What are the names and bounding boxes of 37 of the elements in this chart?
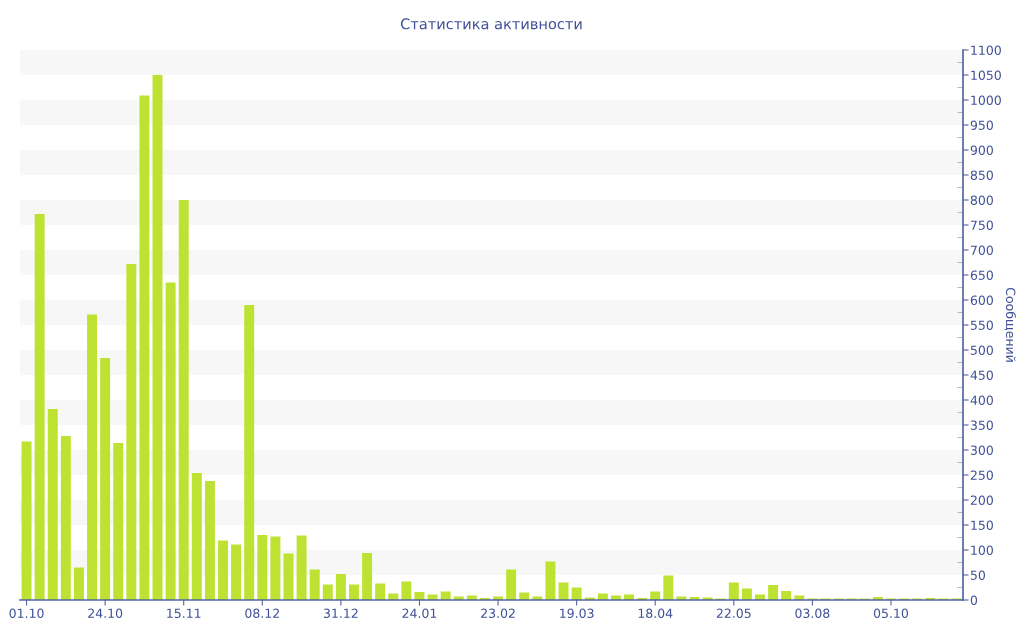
x-tick-label: 03.08 [795, 608, 830, 619]
y-tick-label: 200 [970, 495, 993, 505]
x-tick-label: 31.12 [323, 608, 358, 619]
y-tick-label: 450 [970, 370, 993, 380]
x-tick-label: 24.10 [88, 608, 123, 619]
y-tick-label: 0 [970, 595, 978, 605]
chart-title: Статистика активности [400, 18, 582, 30]
y-tick-label: 950 [970, 120, 993, 130]
y-tick-label: 500 [970, 345, 993, 355]
x-tick-label: 22.05 [716, 608, 751, 619]
y-tick-label: 50 [970, 570, 986, 580]
y-tick-label: 600 [970, 295, 993, 305]
y-tick-label: 300 [970, 445, 993, 455]
x-tick-label: 19.03 [560, 608, 594, 619]
x-tick-label: 01.10 [9, 608, 44, 619]
x-tick-label: 08.12 [245, 608, 279, 619]
y-tick-label: 1100 [971, 45, 1001, 55]
y-tick-label: 700 [970, 245, 993, 255]
y-tick-label: 650 [970, 270, 993, 280]
y-tick-label: 350 [970, 420, 993, 430]
y-tick-label: 750 [970, 220, 993, 230]
y-tick-label: 100 [971, 545, 993, 555]
y-tick-label: 800 [970, 195, 993, 205]
x-tick-label: 23.02 [481, 608, 515, 619]
y-axis-title: Сообщений [1004, 287, 1016, 362]
x-tick-label: 18.04 [638, 608, 673, 619]
x-tick-label: 24.01 [402, 608, 437, 619]
x-tick-label: 15.11 [167, 608, 201, 619]
x-tick-label: 05.10 [873, 608, 909, 619]
y-tick-label: 900 [970, 145, 993, 155]
y-tick-label: 400 [970, 395, 993, 405]
y-tick-label: 250 [970, 470, 993, 480]
y-tick-label: 1000 [971, 95, 1001, 105]
y-tick-label: 850 [970, 170, 993, 180]
y-tick-label: 1050 [971, 70, 1001, 80]
y-tick-label: 550 [970, 320, 993, 330]
y-tick-label: 150 [971, 520, 993, 530]
